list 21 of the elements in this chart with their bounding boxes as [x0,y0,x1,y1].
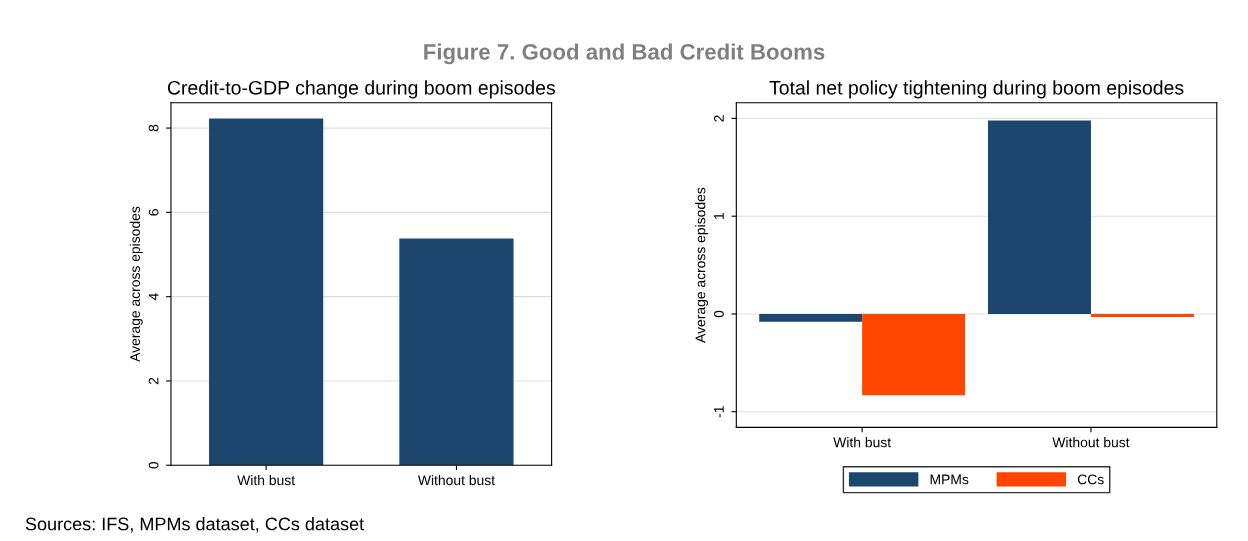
legend-label: MPMs [930,474,969,485]
y-axis-title: Average across episodes [129,206,143,362]
y-tick-label: 0 [148,461,159,469]
y-tick-label: 0 [714,310,724,318]
y-tick-label: 6 [148,209,159,216]
y-tick-label: 8 [148,124,159,132]
y-tick-label: -1 [714,406,724,418]
x-tick-label: Without bust [1052,437,1130,448]
y-tick-label: 2 [148,377,159,385]
y-tick-label: 1 [714,213,724,220]
chart-title: Total net policy tightening during boom episodes [769,80,1184,99]
x-tick-label: With bust [237,474,295,486]
y-axis-title: Average across episodes [695,187,709,343]
caption: Figure 7. Good and Bad Credit Booms [424,43,825,65]
legend-label: CCs [1077,474,1104,485]
x-tick-label: Without bust [417,474,495,486]
x-tick-label: With bust [833,437,891,448]
y-tick-label: 2 [714,115,724,122]
source-note: Sources: IFS, MPMs dataset, CCs dataset [25,517,364,533]
y-tick-label: 4 [148,293,159,301]
chart-title: Credit-to-GDP change during boom episodes [167,80,555,99]
